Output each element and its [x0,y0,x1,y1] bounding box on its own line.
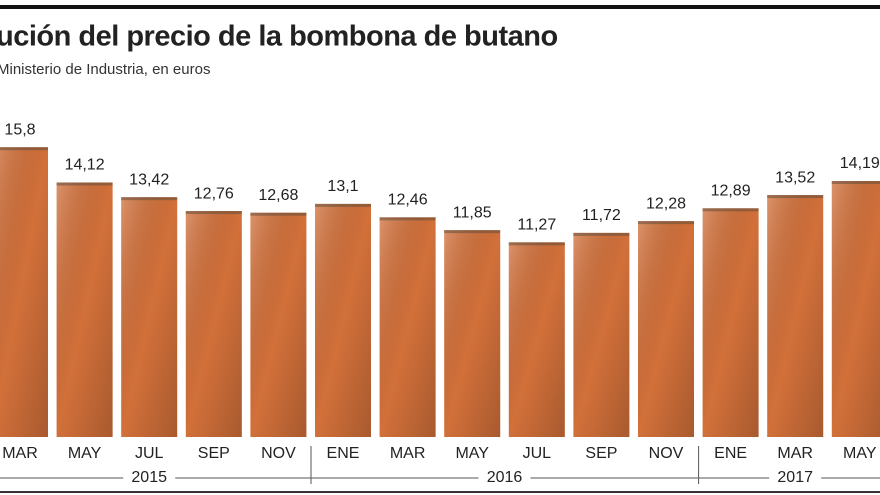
bar-cap [831,181,880,185]
bar [638,221,694,437]
bar [185,211,242,437]
bar [121,197,178,437]
chart-subtitle: Ministerio de Industria, en euros [0,61,210,78]
value-label: 11,85 [453,204,492,221]
year-label-bg [478,470,531,486]
bar-cap [702,208,759,212]
value-label: 14,19 [840,155,880,172]
year-label: 2017 [777,469,813,486]
bar-cap [508,242,565,246]
x-tick-label: MAY [68,445,102,462]
bar-cap [250,212,307,216]
value-label: 12,76 [194,185,234,202]
bar [315,203,371,437]
bar [444,230,501,437]
x-tick-label: MAY [843,445,877,462]
value-label: 13,42 [129,171,169,188]
value-label: 11,72 [582,207,621,224]
bar-cap [315,203,371,207]
x-tick-label: ENE [714,445,747,462]
year-label-bg [769,470,822,486]
value-label: 12,28 [646,195,686,212]
year-label-bg [123,470,176,486]
bar [379,217,436,437]
bar-cap [444,230,501,234]
bar [508,242,565,437]
value-label: 11,27 [517,217,556,234]
x-tick-label: ENE [327,445,360,462]
bar-cap [379,217,436,221]
bar [250,212,307,437]
x-tick-label: NOV [261,445,296,462]
bar-cap [573,232,630,236]
value-label: 13,1 [327,178,358,195]
x-tick-label: SEP [585,445,617,462]
bar [56,182,113,437]
bar-cap [0,147,48,151]
x-tick-label: JUL [523,445,552,462]
bar-cap [56,182,113,186]
value-label: 12,89 [711,183,751,200]
x-tick-label: MAR [390,445,426,462]
x-tick-label: JUL [135,445,164,462]
chart-title: ución del precio de la bombona de butano [0,21,558,53]
bar [702,208,759,437]
value-label: 15,8 [4,121,35,138]
bar-cap [121,197,178,201]
value-label: 13,52 [775,169,815,186]
value-label: 12,46 [388,192,428,209]
x-tick-label: SEP [198,445,230,462]
x-tick-label: MAR [2,445,38,462]
x-tick-label: MAR [777,445,813,462]
bar-cap [638,221,694,225]
bar [831,181,880,437]
x-tick-label: NOV [649,445,684,462]
value-label: 12,68 [258,187,298,204]
bar [0,147,48,437]
bar-cap [767,195,824,199]
bar-cap [185,211,242,215]
bar [573,232,630,437]
year-label: 2016 [487,469,523,486]
top-rule [0,5,880,9]
bar [767,195,824,437]
year-label: 2015 [131,469,167,486]
value-label: 14,12 [65,157,105,174]
x-tick-label: MAY [455,445,489,462]
